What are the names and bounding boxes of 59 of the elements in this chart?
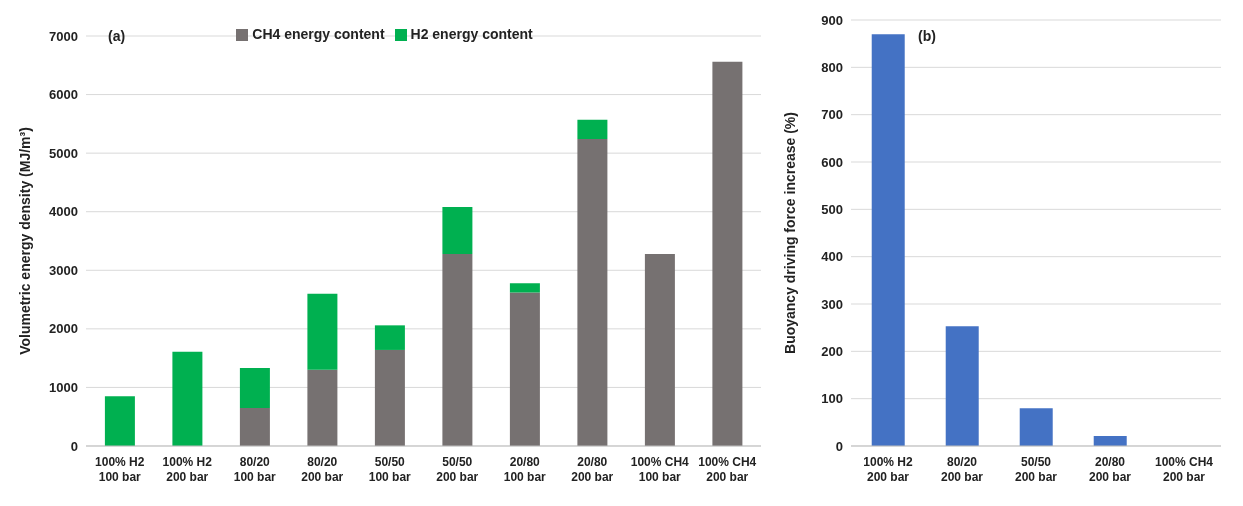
- bar: [104, 396, 135, 446]
- x-tick-label: 100% CH4 100 bar: [630, 455, 690, 484]
- bar: [374, 325, 405, 350]
- y-tick-label: 800: [821, 59, 843, 75]
- y-tick-label: 500: [821, 201, 843, 217]
- y-tick-label: 100: [821, 391, 843, 407]
- y-tick-label: 7000: [49, 28, 78, 44]
- x-tick-label: 50/50 200 bar: [436, 455, 479, 484]
- bar: [374, 349, 405, 446]
- y-tick-label: 6000: [49, 87, 78, 103]
- bar: [1093, 436, 1127, 446]
- y-tick-label: 900: [821, 12, 843, 28]
- bar: [442, 253, 473, 446]
- bar: [239, 368, 270, 408]
- bar: [1019, 408, 1053, 446]
- x-tick-label: 100% H2 100 bar: [95, 455, 145, 484]
- annotation: (b): [918, 28, 936, 44]
- bar: [712, 61, 743, 446]
- x-tick-label: 100% CH4 200 bar: [1154, 455, 1214, 484]
- y-tick-label: 700: [821, 107, 843, 123]
- x-tick-label: 50/50 200 bar: [1014, 455, 1058, 484]
- bar: [509, 292, 540, 446]
- bar: [442, 207, 473, 254]
- y-tick-label: 600: [821, 154, 843, 170]
- x-tick-label: 20/80 200 bar: [1088, 455, 1132, 484]
- x-tick-label: 80/20 200 bar: [301, 455, 344, 484]
- annotation: (a): [108, 28, 126, 44]
- y-tick-label: 0: [70, 438, 78, 454]
- y-tick-label: 4000: [49, 204, 78, 220]
- y-axis-title: Volumetric energy density (MJ/m³): [16, 127, 33, 355]
- y-tick-label: 200: [821, 343, 843, 359]
- legend-label: H2 energy content: [410, 26, 533, 42]
- legend-label: CH4 energy content: [252, 26, 385, 42]
- bar: [172, 351, 203, 446]
- bar: [577, 119, 608, 140]
- bar: [871, 34, 905, 446]
- bar: [509, 283, 540, 293]
- y-tick-label: 1000: [49, 380, 78, 396]
- y-axis-title: Buoyancy driving force increase (%): [781, 112, 798, 354]
- y-tick-label: 5000: [49, 145, 78, 161]
- bar: [307, 369, 338, 446]
- x-tick-label: 100% H2 200 bar: [863, 455, 913, 484]
- y-tick-label: 3000: [49, 262, 78, 278]
- y-tick-label: 300: [821, 296, 843, 312]
- x-tick-label: 80/20 200 bar: [940, 455, 984, 484]
- x-tick-label: 100% CH4 200 bar: [698, 455, 757, 484]
- bar: [577, 139, 608, 446]
- y-tick-label: 2000: [49, 321, 78, 337]
- x-tick-label: 20/80 200 bar: [571, 455, 614, 484]
- bar: [239, 407, 270, 446]
- x-tick-label: 20/80 100 bar: [503, 455, 547, 484]
- x-tick-label: 100% H2 200 bar: [162, 455, 213, 484]
- bar: [307, 293, 338, 370]
- bar: [945, 326, 979, 446]
- bar: [644, 253, 675, 446]
- x-tick-label: 50/50 100 bar: [368, 455, 412, 484]
- y-tick-label: 400: [821, 249, 843, 265]
- y-tick-label: 0: [835, 438, 843, 454]
- x-tick-label: 80/20 100 bar: [233, 455, 277, 484]
